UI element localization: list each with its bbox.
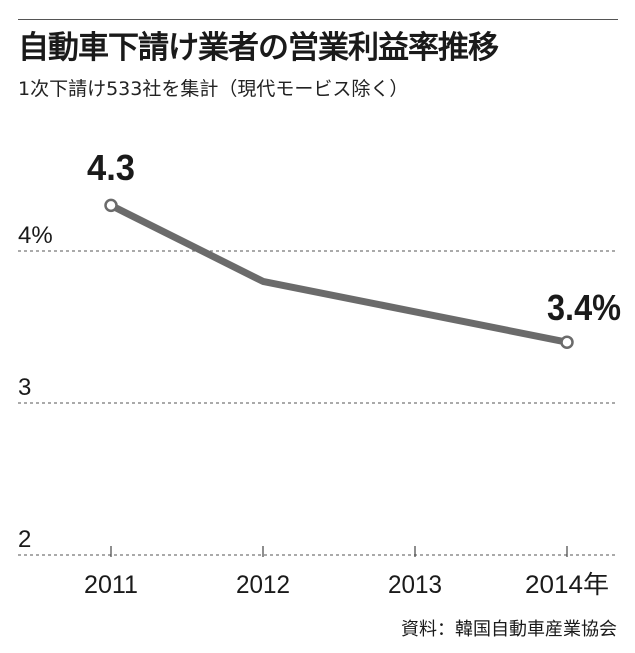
x-tick-label: 2012 xyxy=(236,571,290,599)
y-tick-label: 4% xyxy=(18,222,53,249)
x-tick-label: 2013 xyxy=(388,571,442,599)
source-note: 資料：韓国自動車産業協会 xyxy=(401,619,617,640)
x-tick-label: 2014年 xyxy=(525,571,609,599)
y-axis-ticks: 4% 3 2 xyxy=(18,222,53,553)
data-label: 4.3 xyxy=(87,147,135,188)
data-labels: 4.3 3.4% xyxy=(87,147,621,328)
y-tick-label: 3 xyxy=(18,374,31,401)
grid-lines xyxy=(18,250,618,556)
top-rule xyxy=(18,19,618,20)
chart-subtitle: 1次下請け533社を集計（現代モービス除く） xyxy=(18,78,409,100)
y-tick-label: 2 xyxy=(18,526,31,553)
data-label: 3.4% xyxy=(547,287,621,328)
data-point xyxy=(560,335,574,349)
data-point xyxy=(104,198,118,213)
series xyxy=(104,198,574,349)
x-tick-label: 2011 xyxy=(84,571,138,599)
series-line xyxy=(107,201,571,346)
x-axis-ticks: 2011 2012 2013 2014年 xyxy=(84,546,609,599)
chart-title: 自動車下請け業者の営業利益率推移 xyxy=(18,30,499,66)
